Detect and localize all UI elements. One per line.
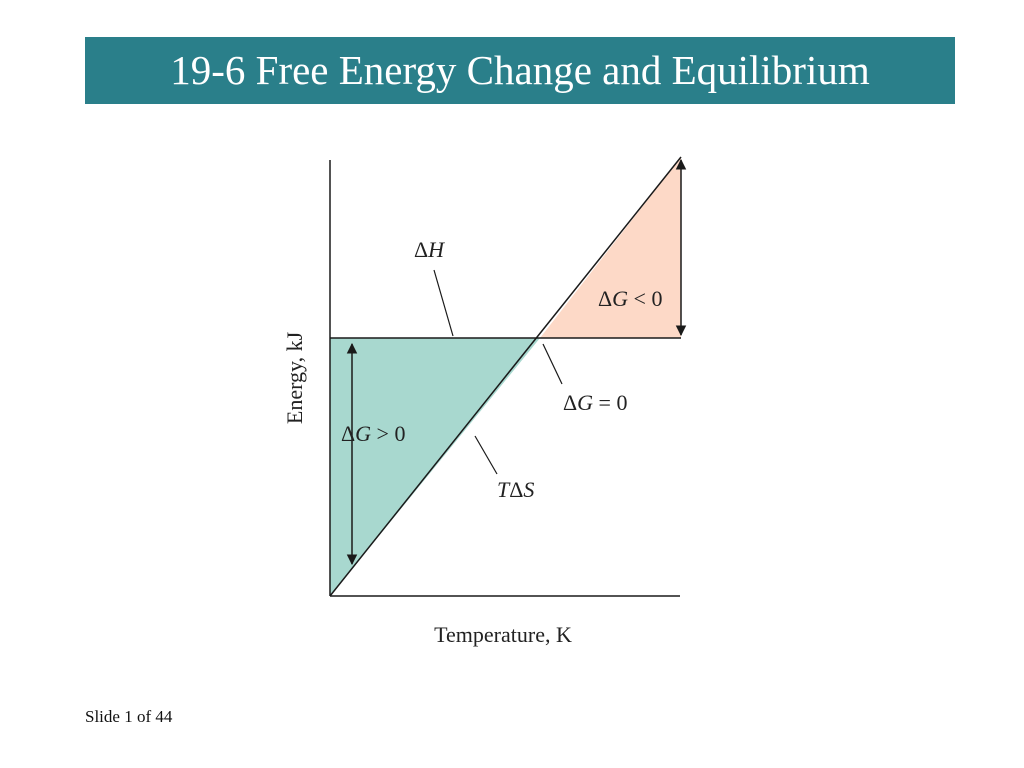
x-axis-label: Temperature, K <box>434 622 572 647</box>
entropy-term-line <box>329 156 682 597</box>
y-axis-label: Energy, kJ <box>282 331 307 424</box>
dg-zero-label: ΔG = 0 <box>563 390 627 415</box>
dg-positive-label: ΔG > 0 <box>341 421 405 446</box>
dg-zero-leader <box>542 343 563 385</box>
entropy-term-label: TΔS <box>497 477 534 502</box>
entropy-leader <box>474 435 498 475</box>
enthalpy-leader <box>433 269 454 337</box>
dg-negative-label: ΔG < 0 <box>598 286 662 311</box>
slide-title: 19-6 Free Energy Change and Equilibrium <box>170 47 870 93</box>
slide-number: Slide 1 of 44 <box>85 707 173 726</box>
enthalpy-label: ΔH <box>414 237 445 262</box>
title-bar: 19-6 Free Energy Change and Equilibrium <box>85 37 955 104</box>
